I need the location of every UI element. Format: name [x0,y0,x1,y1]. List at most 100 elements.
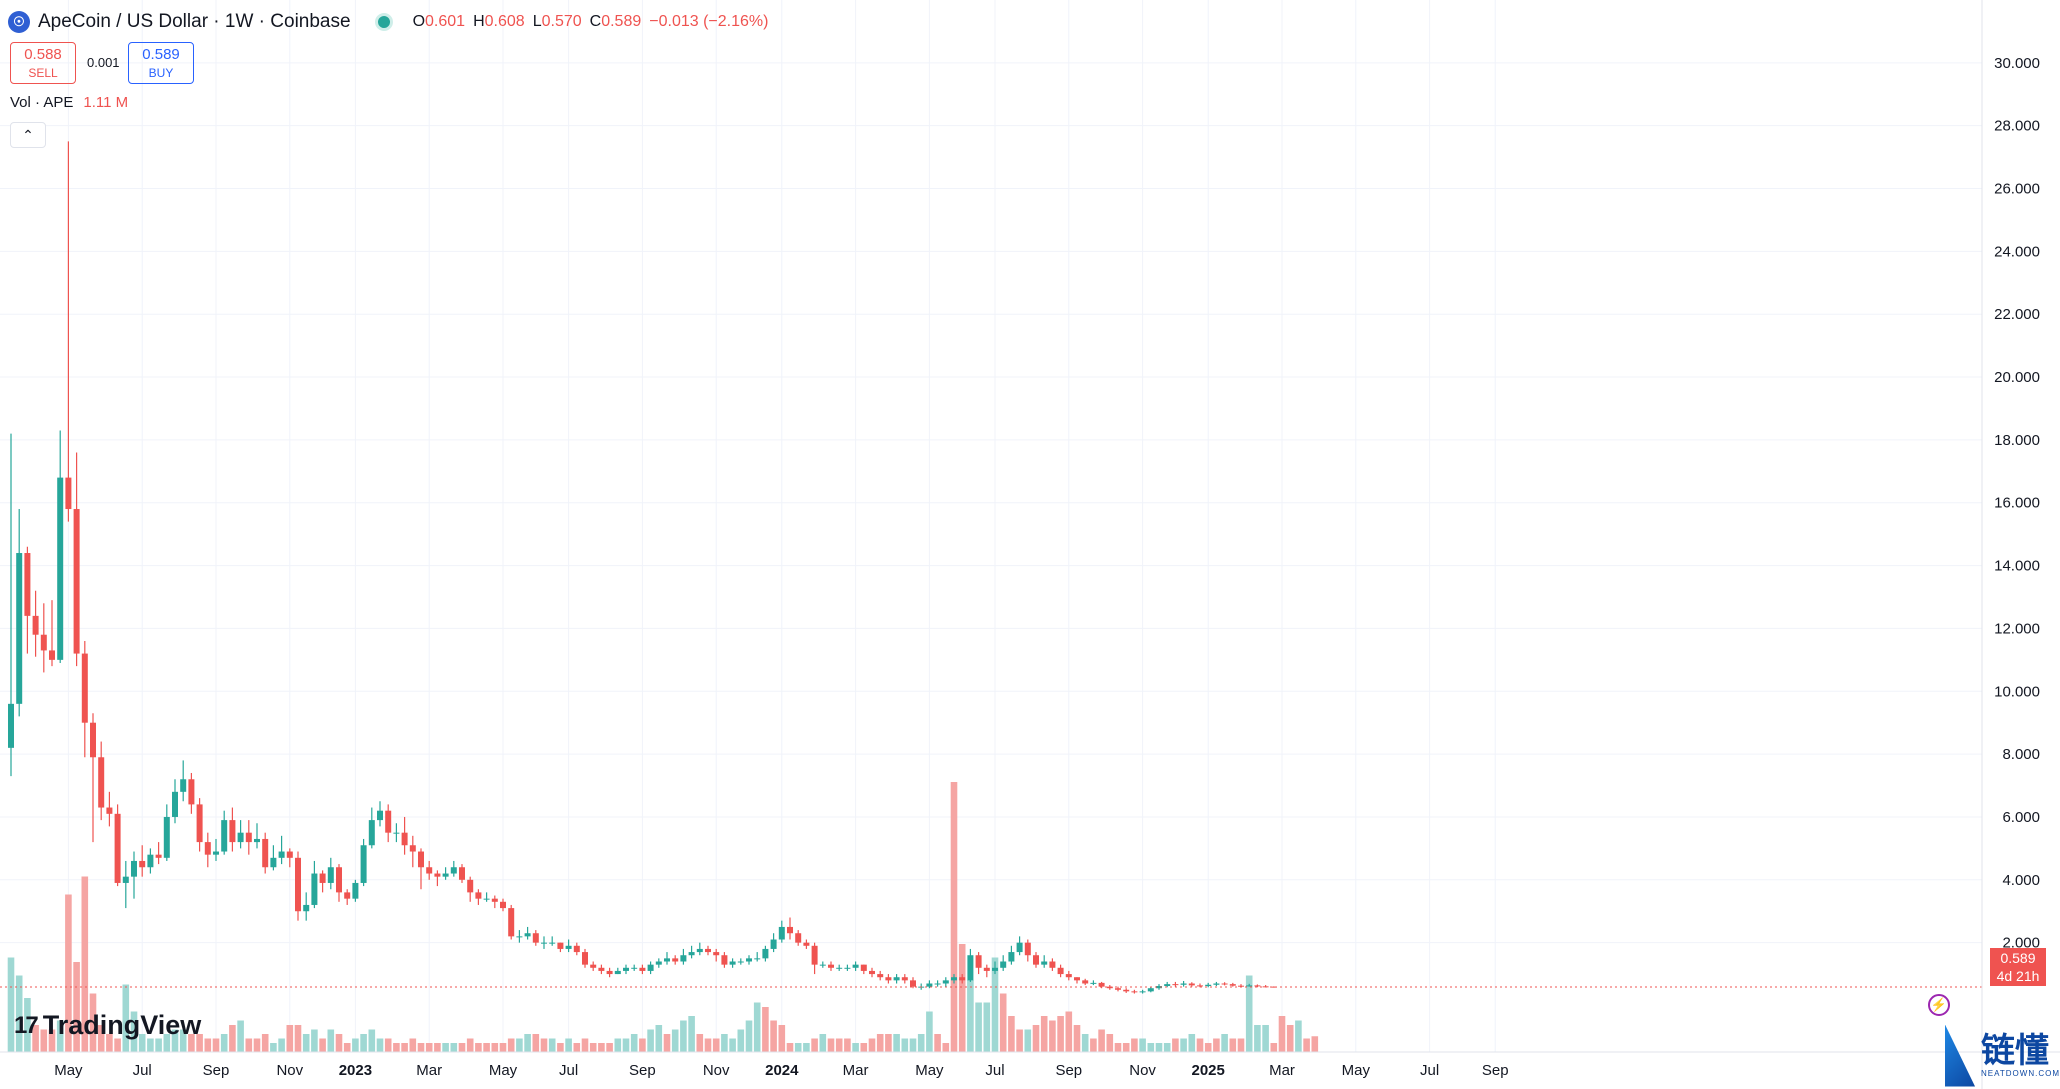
candle-body [270,857,277,868]
volume-bar [647,1029,654,1052]
volume-bar [589,1043,597,1052]
candle-body [1057,967,1064,975]
ohlc-open: 0.601 [425,13,466,30]
x-tick-label: Sep [1055,1062,1082,1079]
candle-body [795,933,802,943]
candle-body [1205,984,1212,987]
candle-body [1172,984,1179,986]
volume-bar [1229,1038,1237,1052]
candle-body [614,970,621,975]
candle-body [787,926,793,934]
volume-bar [688,1016,695,1052]
volume-bar [335,1034,343,1052]
candle-body [450,867,457,874]
candle-body [1139,991,1146,993]
candle-body [1082,980,1089,984]
volume-bar [188,1034,195,1052]
candle-body [1188,983,1195,986]
volume-bar [639,1038,646,1052]
volume-bar [1188,1034,1196,1052]
candle-body [1041,961,1048,965]
volume-bar [1204,1043,1212,1052]
volume-bar [999,993,1007,1052]
volume-bar [1016,1029,1023,1052]
candle-body [860,964,867,971]
volume-bar [557,1043,564,1052]
volume-bar [401,1043,408,1052]
y-tick-label: 16.000 [1994,495,2040,512]
buy-button[interactable]: 0.589 BUY [128,42,194,84]
price-axis[interactable]: 30.000 28.000 26.000 24.000 22.000 20.000 18.0… [1994,55,2040,952]
candle-body [483,898,490,900]
candle-body [1115,988,1121,990]
volume-bar [368,1029,376,1052]
volume-bar [1122,1043,1130,1052]
candle-body [729,961,736,965]
volume-legend[interactable]: Vol · APE 1.11 M [10,94,128,111]
candle-body [1131,991,1138,993]
volume-bar [1221,1034,1228,1052]
candle-body [770,939,777,949]
candle-body [992,967,998,971]
candle-body [49,650,55,660]
candle-body [90,722,96,758]
volume-bar [1065,1011,1073,1052]
volume-bar [1106,1034,1114,1052]
candle-body [24,553,31,616]
chevron-up-icon: ⌃ [22,126,34,143]
candle-body [1123,989,1130,992]
candle-body [180,779,187,792]
volume-bar [598,1043,605,1052]
volume-bar [7,957,15,1052]
apecoin-logo-icon: ☉ [8,11,30,33]
volume-bar [565,1038,572,1052]
volume-bar [311,1029,318,1052]
volume-bar [1024,1029,1032,1052]
volume-bar [1139,1038,1146,1052]
candle-body [1098,982,1105,987]
candle-body [81,653,88,723]
x-tick-label: Jul [1420,1062,1439,1079]
volume-bar [475,1043,482,1052]
candle-body [737,961,744,963]
volume-bar [811,1038,818,1052]
candle-body [147,854,154,868]
candle-body [541,942,547,944]
candle-body [131,860,137,877]
candle-body [1197,985,1203,987]
candle-body [16,553,23,704]
candle-body [713,952,720,956]
market-status-icon[interactable] [374,13,393,31]
candle-body [221,820,228,852]
tradingview-logo[interactable]: 17 TradingView [14,1010,201,1041]
volume-bar [220,1034,228,1052]
symbol-title[interactable]: ApeCoin / US Dollar · 1W · Coinbase [38,11,351,32]
volume-bar [466,1038,474,1052]
symbol-header: ☉ ApeCoin / US Dollar · 1W · Coinbase O0… [8,8,768,36]
volume-bar [393,1043,400,1052]
candle-body [98,757,105,808]
collapse-legend-button[interactable]: ⌃ [10,122,46,148]
volume-bar [56,1020,64,1052]
candle-body [1074,977,1080,981]
volume-bar [524,1034,531,1052]
candle-body [32,615,39,635]
candle-body [229,820,236,843]
sell-button[interactable]: 0.588 SELL [10,42,76,84]
volume-bar [1237,1038,1245,1052]
lightning-icon[interactable]: ⚡ [1928,994,1950,1016]
volume-bars [7,782,1319,1052]
ohlc-key-high: H [473,13,485,30]
volume-bar [967,980,974,1052]
candle-body [828,964,834,968]
candle-body [286,851,293,858]
volume-bar [442,1043,449,1052]
x-tick-label: 2024 [765,1062,799,1079]
volume-bar [926,1011,933,1052]
x-tick-label: Mar [1269,1062,1295,1079]
candle-body [8,703,14,748]
y-tick-label: 12.000 [1994,620,2040,637]
volume-bar [204,1038,212,1052]
